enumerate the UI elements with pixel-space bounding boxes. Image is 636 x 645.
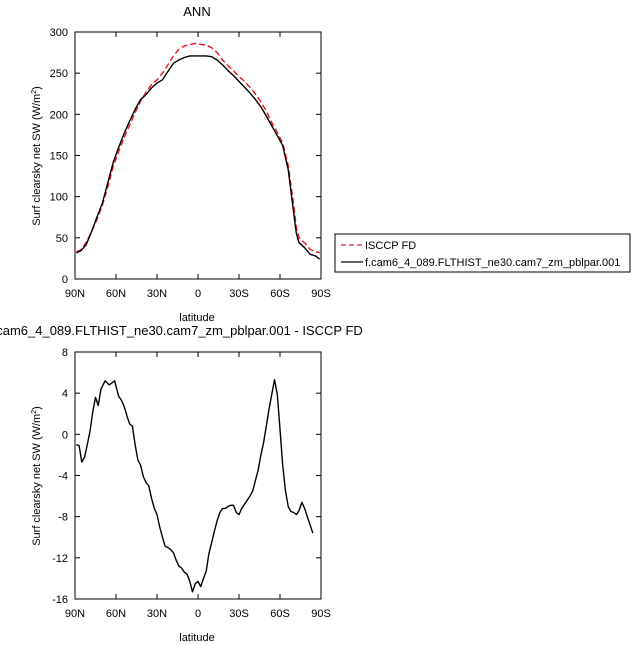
legend-label-isccp: ISCCP FD — [365, 240, 416, 252]
x-tick-label: 90N — [65, 608, 85, 620]
y-tick-label: 200 — [50, 109, 68, 121]
x-tick-label: 90N — [65, 288, 85, 300]
y-tick-label: -8 — [58, 512, 68, 524]
y-tick-label: 0 — [62, 429, 68, 441]
y-tick-label: 8 — [62, 347, 68, 359]
chart-title: ANN — [183, 4, 210, 19]
x-axis-label: latitude — [179, 312, 214, 324]
x-tick-label: 60N — [106, 288, 126, 300]
x-tick-label: 60S — [270, 608, 290, 620]
x-tick-label: 0 — [195, 608, 201, 620]
y-tick-label: 100 — [50, 192, 68, 204]
x-tick-label: 30N — [147, 288, 167, 300]
y-axis-label: Surf clearsky net SW (W/m2) — [31, 86, 43, 226]
series-line-0 — [76, 379, 314, 593]
top-chart-panel: ANN 0 50 100 150 200 250 300 90N 60N 30N 0 30S 60S 90… — [31, 4, 331, 324]
y-tick-label: 300 — [50, 27, 68, 39]
plot-frame — [74, 351, 322, 600]
y-tick-label: 150 — [50, 151, 68, 163]
x-tick-label: 30N — [147, 608, 167, 620]
y-tick-label: -16 — [52, 594, 68, 606]
x-tick-label: 60S — [270, 288, 290, 300]
bottom-chart-panel: f.cam6_4_089.FLTHIST_ne30.cam7_zm_pblpar… — [0, 323, 363, 644]
difference-chart-title: f.cam6_4_089.FLTHIST_ne30.cam7_zm_pblpar… — [0, 323, 363, 338]
legend: ISCCP FD f.cam6_4_089.FLTHIST_ne30.cam7_… — [334, 233, 631, 273]
x-tick-label: 90S — [311, 288, 331, 300]
x-tick-label: 90S — [311, 608, 331, 620]
y-tick-label: 50 — [56, 233, 68, 245]
y-tick-label: -12 — [52, 553, 68, 565]
legend-box — [334, 233, 631, 273]
plot-frame — [74, 31, 322, 280]
y-tick-label: 0 — [62, 274, 68, 286]
y-tick-label: -4 — [58, 471, 68, 483]
y-tick-label: 4 — [62, 388, 68, 400]
series-line-1 — [76, 55, 321, 260]
legend-label-model: f.cam6_4_089.FLTHIST_ne30.cam7_zm_pblpar… — [365, 257, 620, 269]
x-tick-label: 60N — [106, 608, 126, 620]
y-axis-label: Surf clearsky net SW (W/m2) — [31, 406, 43, 546]
x-tick-label: 0 — [195, 288, 201, 300]
x-tick-label: 30S — [229, 288, 249, 300]
y-tick-label: 250 — [50, 68, 68, 80]
x-axis-label: latitude — [179, 632, 214, 644]
x-tick-label: 30S — [229, 608, 249, 620]
